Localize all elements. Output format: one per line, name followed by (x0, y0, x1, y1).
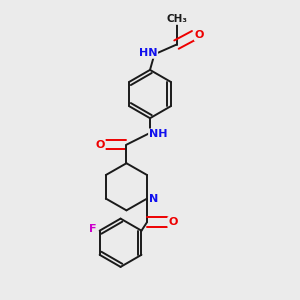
Text: N: N (149, 194, 158, 204)
Text: O: O (168, 217, 178, 227)
Text: O: O (95, 140, 105, 150)
Text: HN: HN (139, 48, 157, 58)
Text: F: F (89, 224, 97, 234)
Text: NH: NH (149, 129, 167, 140)
Text: CH₃: CH₃ (167, 14, 188, 24)
Text: O: O (195, 30, 204, 40)
